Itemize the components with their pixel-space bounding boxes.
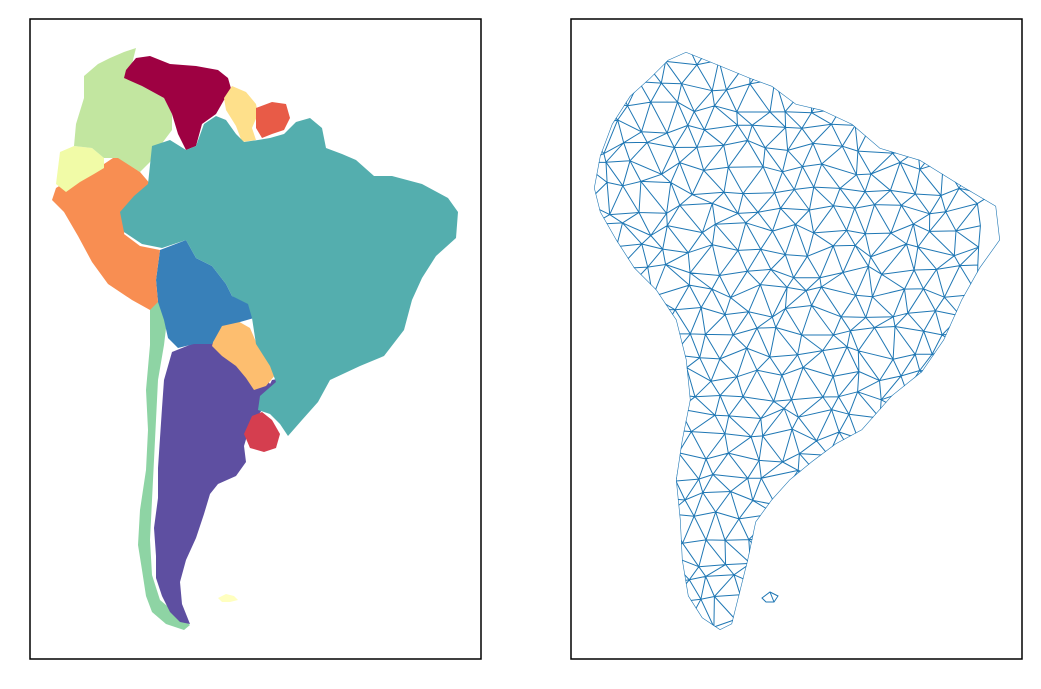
- mesh-boundary: [594, 52, 1000, 630]
- region-brazil: [120, 116, 458, 436]
- region-uruguay: [244, 412, 280, 452]
- mesh-panel: [570, 18, 1023, 660]
- region-guyana: [224, 86, 258, 142]
- region-paraguay: [212, 320, 276, 390]
- mesh-triangles: [594, 52, 992, 629]
- region-ecuador: [56, 146, 104, 192]
- country-regions: [52, 48, 458, 630]
- choropleth-panel: [29, 18, 482, 660]
- region-chile: [138, 300, 190, 630]
- region-peru: [52, 156, 160, 310]
- region-colombia: [74, 48, 172, 172]
- island-mesh: [761, 591, 779, 603]
- region-argentina: [154, 342, 282, 624]
- region-suriname: [256, 102, 290, 138]
- choropleth-frame: [29, 18, 482, 660]
- triangulation-mesh: [594, 52, 1000, 630]
- region-venezuela: [124, 56, 232, 150]
- region-bolivia: [156, 240, 254, 348]
- mesh-frame: [570, 18, 1023, 660]
- region-falklands: [218, 594, 238, 602]
